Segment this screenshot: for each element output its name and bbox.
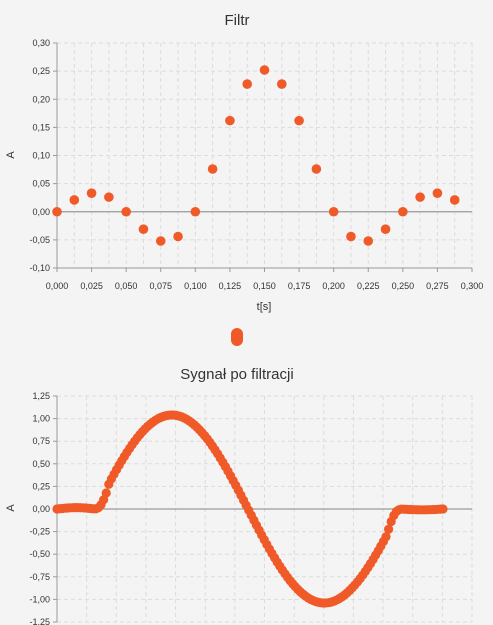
y-tick-label: 0,25 xyxy=(32,481,50,491)
chart-title-sygnal: Sygnał po filtracji xyxy=(180,366,293,383)
x-tick-label: 0,250 xyxy=(392,281,415,291)
data-point xyxy=(52,206,62,217)
x-tick-label: 0,000 xyxy=(46,281,69,291)
y-axis-label-sygnal: A xyxy=(5,504,17,512)
y-tick-label: -1,25 xyxy=(29,617,50,625)
x-tick-label: 0,200 xyxy=(322,281,345,291)
data-point xyxy=(155,236,166,246)
x-axis-label-filtr: t[s] xyxy=(257,301,272,313)
chart-title-filtr: Filtr xyxy=(225,12,250,29)
y-tick-label: -0,25 xyxy=(29,527,50,537)
y-axis-ticks-filtr: 0,30 0,25 0,20 0,15 0,10 0,05 0,00 -0,05 -0,10 xyxy=(29,38,57,273)
data-point xyxy=(276,79,287,89)
data-point xyxy=(449,195,460,205)
y-tick-label: -0,50 xyxy=(29,549,50,559)
data-point xyxy=(346,231,356,242)
y-tick-label: -0,05 xyxy=(29,235,50,245)
data-point xyxy=(415,192,425,202)
chart-sygnal: Sygnał po filtracji 1,25 1,00 0,75 0,50 0,25… xyxy=(5,366,473,625)
y-tick-label: -1,00 xyxy=(29,594,50,604)
data-point xyxy=(328,206,339,217)
data-point xyxy=(173,231,183,242)
x-tick-label: 0,175 xyxy=(288,281,311,291)
y-tick-label: 0,10 xyxy=(32,151,50,161)
y-tick-label: 1,00 xyxy=(32,414,50,424)
data-point xyxy=(207,164,218,174)
x-tick-label: 0,300 xyxy=(461,281,484,291)
data-point xyxy=(398,206,408,217)
y-tick-label: 0,25 xyxy=(32,66,50,76)
y-tick-label: 0,20 xyxy=(32,94,50,104)
y-tick-label: -0,75 xyxy=(29,572,50,582)
data-point xyxy=(242,79,253,89)
data-point xyxy=(69,195,80,205)
x-tick-label: 0,075 xyxy=(149,281,172,291)
data-point xyxy=(311,164,322,174)
y-tick-label: 0,00 xyxy=(32,504,50,514)
data-point xyxy=(101,488,111,498)
y-axis-label-filtr: A xyxy=(5,151,17,159)
x-axis-ticks-filtr: 0,000 0,025 0,050 0,075 0,100 0,125 0,150 0,175… xyxy=(46,268,484,291)
x-tick-label: 0,050 xyxy=(115,281,138,291)
x-tick-label: 0,100 xyxy=(184,281,207,291)
data-point xyxy=(138,224,149,234)
y-axis-ticks-sygnal: 1,25 1,00 0,75 0,50 0,25 0,00 -0,25 -0,50 -0,75 -… xyxy=(29,391,57,625)
x-tick-label: 0,225 xyxy=(357,281,380,291)
series-points-sygnal xyxy=(52,410,448,608)
y-tick-label: 0,50 xyxy=(32,459,50,469)
y-tick-label: 0,30 xyxy=(32,38,50,48)
data-point xyxy=(86,188,97,198)
data-point xyxy=(381,532,391,542)
data-point xyxy=(190,206,201,217)
legend-swatch-filtr[interactable] xyxy=(231,328,243,346)
data-point xyxy=(363,236,374,246)
data-point xyxy=(438,504,448,514)
y-tick-label: -0,10 xyxy=(29,263,50,273)
x-tick-label: 0,150 xyxy=(253,281,276,291)
data-point xyxy=(294,115,304,126)
chart-filtr: Filtr 0,30 0,25 0,20 0,15 0,10 0,05 0,00 -0,05 -… xyxy=(5,12,483,346)
x-tick-label: 0,275 xyxy=(426,281,449,291)
data-point xyxy=(121,206,131,217)
data-point xyxy=(104,192,114,202)
series-points-filtr xyxy=(52,65,460,246)
data-point xyxy=(380,224,391,234)
data-point xyxy=(383,524,394,534)
x-tick-label: 0,025 xyxy=(80,281,103,291)
y-tick-label: 0,00 xyxy=(32,207,50,217)
y-tick-label: 1,25 xyxy=(32,391,50,401)
data-point xyxy=(259,65,270,75)
y-tick-label: 0,05 xyxy=(32,179,50,189)
x-tick-label: 0,125 xyxy=(219,281,242,291)
y-tick-label: 0,15 xyxy=(32,122,50,132)
y-tick-label: 0,75 xyxy=(32,436,50,446)
grid-filtr xyxy=(56,42,473,269)
data-point xyxy=(432,188,443,198)
data-point xyxy=(225,115,235,126)
